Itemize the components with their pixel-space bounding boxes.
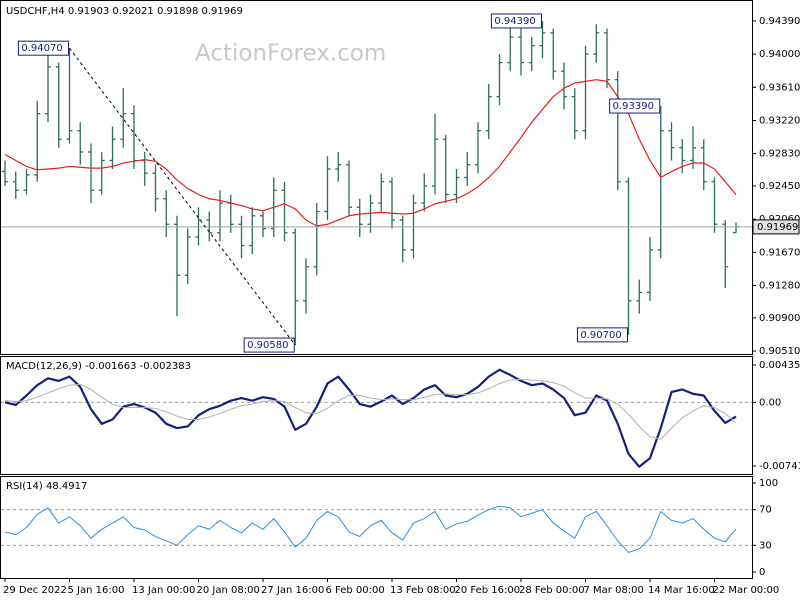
watermark: ActionForex.com	[195, 41, 386, 67]
y-tick-label: 0.94390	[759, 16, 800, 27]
x-tick-label: 22 Mar 00:00	[713, 585, 780, 596]
x-tick-label: 27 Jan 16:00	[261, 585, 324, 596]
y-tick-label: 0.91670	[759, 247, 800, 258]
x-tick-label: 28 Feb 00:00	[519, 585, 585, 596]
y-tick-label: 30	[759, 540, 772, 551]
y-tick-label: 0.93610	[759, 82, 800, 93]
panel-title-name: RSI(14)	[6, 481, 43, 492]
indicator-line	[4, 505, 737, 553]
x-tick-label: 13 Feb 08:00	[390, 585, 456, 596]
y-tick-label: 0.004354	[759, 360, 800, 371]
price-annotation-box	[243, 337, 295, 353]
panel-title-name: MACD(12,26,9)	[6, 361, 82, 372]
indicator-line	[4, 368, 737, 468]
y-tick-label: 0	[759, 567, 765, 578]
x-tick-label: 14 Mar 16:00	[648, 585, 715, 596]
y-tick-label: 70	[759, 505, 772, 516]
price-annotation-label: 0.94390	[494, 16, 535, 27]
price-annotation-box	[490, 13, 542, 29]
y-tick-label: 0.93220	[759, 115, 800, 126]
panel-title-name: USDCHF,H4	[6, 6, 65, 17]
x-tick-label: 13 Jan 00:00	[132, 585, 195, 596]
y-tick-label: -0.007417	[759, 461, 800, 472]
y-tick-label: 0.90900	[759, 313, 800, 324]
y-tick-label: 100	[759, 478, 778, 489]
ohlc-open: 0.91903	[68, 6, 109, 17]
indicator-line	[4, 79, 737, 227]
indicator-value: 48.4917	[46, 481, 87, 492]
price-annotation-box	[609, 98, 661, 114]
x-tick-label: 5 Jan 16:00	[68, 585, 125, 596]
y-tick-label: 0.92450	[759, 181, 800, 192]
y-tick-label: 0.92830	[759, 149, 800, 160]
ohlc-high: 0.92021	[112, 6, 153, 17]
current-price-label: 0.91969	[757, 222, 798, 233]
ohlc-close: 0.91969	[202, 6, 243, 17]
x-tick-label: 29 Dec 2022	[3, 585, 67, 596]
x-tick-label: 6 Feb 00:00	[326, 585, 385, 596]
indicator-line	[4, 378, 737, 440]
current-price-box	[752, 219, 800, 235]
rsi-panel-frame	[0, 476, 753, 579]
price-annotation-label: 0.94070	[21, 43, 62, 54]
panel-title: MACD(12,26,9) -0.001663 -0.002383	[6, 361, 191, 372]
x-tick-label: 7 Mar 08:00	[584, 585, 644, 596]
price-annotation-box	[17, 40, 69, 56]
price-annotation-label: 0.90700	[580, 330, 621, 341]
trend-line	[69, 47, 296, 346]
x-tick-label: 20 Jan 08:00	[197, 585, 260, 596]
indicator-value: -0.002383	[140, 361, 191, 372]
indicator-value: -0.001663	[85, 361, 136, 372]
y-tick-label: 0.00	[759, 397, 781, 408]
macd-panel-frame	[0, 356, 753, 475]
y-tick-label: 0.94000	[759, 49, 800, 60]
y-tick-label: 0.90510	[759, 346, 800, 357]
price-panel-frame	[0, 0, 753, 355]
panel-title: RSI(14) 48.4917	[6, 481, 87, 492]
price-annotation-label: 0.90580	[247, 340, 288, 351]
price-annotation-label: 0.93390	[613, 101, 654, 112]
panel-title: USDCHF,H4 0.91903 0.92021 0.91898 0.9196…	[6, 6, 243, 17]
ohlc-low: 0.91898	[157, 6, 198, 17]
x-tick-label: 20 Feb 16:00	[455, 585, 521, 596]
price-annotation-box	[576, 327, 629, 343]
y-tick-label: 0.91280	[759, 281, 800, 292]
